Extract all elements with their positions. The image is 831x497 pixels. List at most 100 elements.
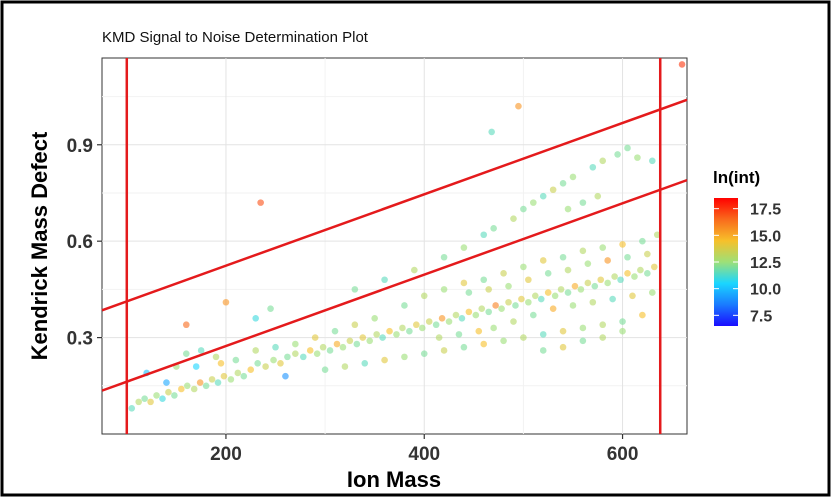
data-point: [520, 334, 527, 341]
data-point: [232, 356, 240, 364]
data-point: [411, 266, 418, 274]
data-point: [401, 302, 408, 309]
data-point: [510, 318, 517, 325]
data-point: [537, 295, 545, 303]
data-point: [515, 102, 522, 110]
data-point: [306, 347, 314, 354]
data-point: [569, 173, 577, 181]
data-point: [579, 337, 587, 345]
data-point: [579, 247, 587, 255]
data-point: [559, 343, 567, 351]
data-point: [373, 331, 380, 338]
data-point: [282, 372, 289, 380]
x-tick-label: 600: [607, 444, 639, 465]
data-point: [262, 363, 269, 370]
data-point: [339, 343, 347, 351]
colorbar-legend: ln(int) 7.5 10.0 12.5 15.0 17.5: [713, 168, 781, 326]
data-point: [190, 385, 198, 393]
data-point: [440, 347, 448, 354]
x-tick-label: 200: [210, 444, 242, 465]
colorbar-tick-label: 7.5: [750, 308, 772, 325]
data-point: [604, 279, 611, 287]
data-point: [478, 305, 486, 312]
data-point: [465, 289, 473, 296]
data-point: [460, 279, 468, 287]
data-point: [202, 382, 210, 390]
data-point: [549, 186, 557, 194]
data-point: [208, 376, 216, 383]
colorbar-tick-label: 10.0: [750, 282, 781, 299]
data-point: [505, 298, 512, 306]
data-point: [299, 353, 307, 361]
data-point: [153, 392, 160, 399]
data-point: [485, 286, 492, 293]
plot-background: [101, 57, 688, 435]
data-point: [648, 289, 656, 296]
data-point: [644, 270, 651, 277]
data-point: [438, 315, 446, 322]
data-point: [455, 331, 463, 338]
y-axis-title: Kendrick Mass Defect: [27, 131, 52, 360]
data-point: [619, 318, 626, 325]
colorbar-tick-label: 17.5: [750, 202, 781, 219]
x-tick-label: 400: [408, 444, 440, 465]
data-point: [577, 286, 585, 293]
data-point: [589, 298, 597, 306]
data-point: [240, 372, 248, 380]
data-point: [539, 192, 547, 200]
data-point: [183, 382, 191, 390]
data-point: [141, 395, 148, 402]
data-point: [634, 154, 641, 161]
x-axis-ticks: 200 400 600: [210, 434, 638, 465]
x-axis-title: Ion Mass: [347, 467, 441, 492]
data-point: [292, 350, 299, 357]
data-point: [361, 359, 369, 367]
data-point: [624, 253, 631, 261]
data-point: [498, 305, 505, 312]
data-point: [539, 257, 547, 264]
data-point: [171, 392, 178, 399]
data-point: [584, 279, 592, 287]
data-point: [270, 356, 277, 364]
data-point: [500, 337, 507, 345]
data-point: [159, 395, 166, 402]
data-point: [571, 282, 579, 290]
y-axis-ticks: 0.3 0.6 0.9: [67, 136, 102, 350]
data-point: [165, 388, 172, 396]
data-point: [351, 321, 359, 329]
data-point: [584, 260, 592, 267]
data-point: [505, 282, 512, 290]
data-point: [460, 244, 468, 251]
data-point: [617, 276, 624, 284]
data-points: [128, 61, 686, 412]
data-point: [492, 302, 499, 309]
colorbar-tick-label: 15.0: [750, 228, 781, 245]
data-point: [559, 180, 567, 187]
data-point: [591, 282, 599, 290]
data-point: [272, 343, 279, 351]
data-point: [525, 298, 532, 306]
data-point: [525, 276, 532, 284]
data-point: [480, 231, 488, 239]
data-point: [520, 205, 527, 213]
data-point: [564, 289, 572, 296]
data-point: [619, 327, 626, 335]
data-point: [247, 366, 255, 374]
data-point: [678, 61, 686, 68]
data-point: [564, 266, 572, 274]
data-point: [252, 315, 259, 322]
data-point: [490, 324, 497, 332]
data-point: [614, 151, 621, 158]
data-point: [413, 321, 420, 329]
data-point: [485, 308, 492, 316]
data-point: [178, 385, 185, 393]
data-point: [401, 353, 408, 361]
data-point: [351, 286, 359, 293]
data-point: [564, 205, 572, 213]
data-point: [549, 305, 557, 312]
data-point: [214, 379, 222, 386]
plot-panel: [101, 57, 688, 435]
data-point: [432, 321, 440, 329]
data-point: [420, 350, 428, 357]
